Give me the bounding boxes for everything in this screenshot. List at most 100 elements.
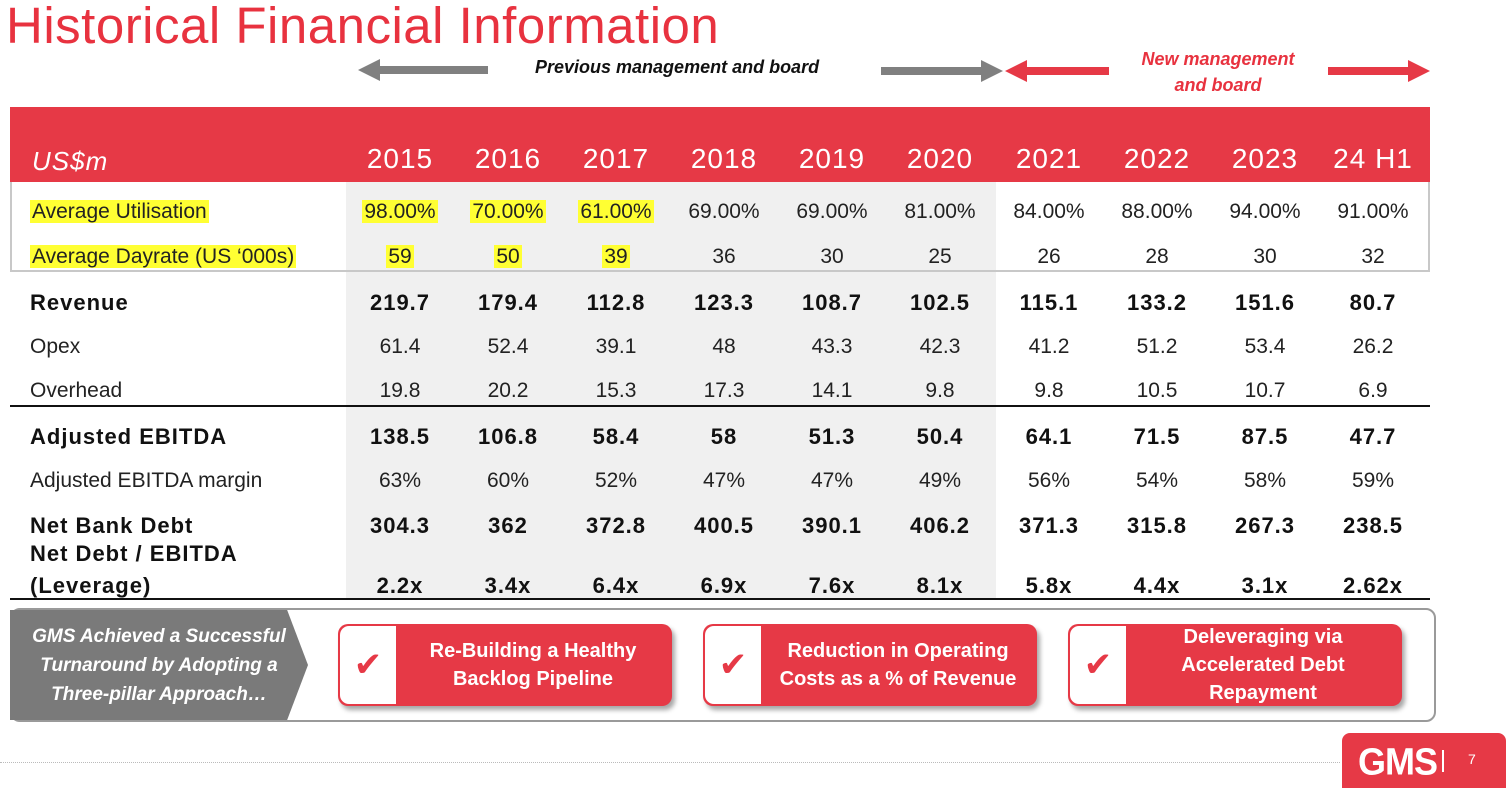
- table-cell-overhead: 15.3: [595, 379, 637, 402]
- pillar-line: Repayment: [1209, 682, 1317, 704]
- table-cell-net-bank-debt: 371.3: [1018, 513, 1080, 538]
- table-cell-ebitda: 58.4: [592, 424, 640, 449]
- gms-logo: GMS: [1358, 739, 1438, 783]
- table-cell-overhead: 10.5: [1136, 379, 1178, 402]
- new-right-arrow: [1328, 60, 1430, 82]
- table-cell-ebitda-margin: 49%: [918, 469, 962, 492]
- year-header-cell: 2019: [798, 143, 866, 174]
- check-icon: ✔: [1083, 646, 1113, 684]
- table-cell-opex: 51.2: [1136, 335, 1178, 358]
- table-cell-net-bank-debt: 400.5: [693, 513, 755, 538]
- table-cell-utilisation: 81.00%: [904, 200, 976, 223]
- table-cell-ebitda-margin: 63%: [378, 469, 422, 492]
- row-label-net-bank-debt: Net Bank Debt: [30, 513, 194, 538]
- new-management-label: New management and board: [1120, 46, 1316, 98]
- table-cell-opex: 48: [712, 335, 736, 358]
- table-divider-bottom: [10, 598, 1430, 600]
- table-cell-net-bank-debt: 315.8: [1126, 513, 1188, 538]
- table-cell-leverage: 2.2x: [376, 573, 424, 598]
- table-cell-revenue: 112.8: [586, 290, 646, 315]
- logo-separator: [1442, 750, 1444, 772]
- table-cell-ebitda-margin: 59%: [1351, 469, 1395, 492]
- year-header-cell: 2021: [1015, 143, 1083, 174]
- new-left-arrow: [1005, 60, 1109, 82]
- row-label-overhead: Overhead: [30, 379, 123, 402]
- approach-intro-line3: Three-pillar Approach…: [51, 683, 267, 705]
- table-cell-opex: 26.2: [1352, 335, 1394, 358]
- table-cell-utilisation: 94.00%: [1229, 200, 1301, 223]
- highlighted-value: 59: [386, 245, 414, 268]
- pillar-check-box: ✔: [340, 626, 396, 704]
- table-cell-ebitda-margin: 54%: [1135, 469, 1179, 492]
- table-cell-overhead: 20.2: [487, 379, 529, 402]
- table-cell-utilisation: 70.00%: [454, 200, 562, 224]
- pillar-text: Deleveraging via Accelerated Debt Repaym…: [1130, 624, 1396, 706]
- table-cell-leverage: 3.4x: [484, 573, 532, 598]
- table-cell-dayrate: 26: [1037, 245, 1061, 268]
- check-icon: ✔: [353, 646, 383, 684]
- table-cell-utilisation: 88.00%: [1121, 200, 1193, 223]
- row-label-leverage-line2: (Leverage): [30, 573, 152, 598]
- table-cell-utilisation: 69.00%: [688, 200, 760, 223]
- table-cell-revenue: 123.3: [693, 290, 755, 315]
- table-cell-overhead: 9.8: [925, 379, 955, 402]
- pillar-line: Backlog Pipeline: [452, 668, 614, 690]
- table-cell-ebitda: 51.3: [808, 424, 856, 449]
- page-number: 7: [1468, 751, 1476, 767]
- row-label-opex: Opex: [30, 335, 81, 358]
- table-cell-overhead: 17.3: [703, 379, 745, 402]
- table-cell-ebitda: 138.5: [369, 424, 431, 449]
- approach-intro-card: GMS Achieved a Successful Turnaround by …: [10, 610, 308, 720]
- new-management-line1: New management: [1141, 49, 1295, 69]
- row-label-leverage-line1: Net Debt / EBITDA: [30, 541, 238, 566]
- table-cell-net-bank-debt: 362: [488, 513, 528, 538]
- table-cell-ebitda-margin: 47%: [702, 469, 746, 492]
- table-cell-leverage: 2.62x: [1342, 573, 1404, 598]
- table-cell-ebitda: 64.1: [1025, 424, 1073, 449]
- gms-logo-badge: GMS 7: [1342, 733, 1506, 788]
- approach-intro-line1: GMS Achieved a Successful: [32, 625, 286, 647]
- row-label-dayrate: Average Dayrate (US ‘000s): [30, 245, 297, 269]
- pillar-line: Deleveraging via: [1183, 626, 1343, 648]
- row-label-ebitda-margin: Adjusted EBITDA margin: [30, 469, 263, 492]
- table-cell-ebitda: 50.4: [916, 424, 964, 449]
- table-cell-revenue: 133.2: [1126, 290, 1188, 315]
- table-cell-opex: 41.2: [1028, 335, 1070, 358]
- row-label-ebitda: Adjusted EBITDA: [30, 424, 228, 449]
- year-header-cell: 2020: [906, 143, 974, 174]
- table-cell-revenue: 219.7: [369, 290, 431, 315]
- pillar-text: Re-Building a Healthy Backlog Pipeline: [400, 624, 666, 706]
- table-cell-opex: 53.4: [1244, 335, 1286, 358]
- approach-intro-text: GMS Achieved a Successful Turnaround by …: [24, 622, 294, 709]
- table-cell-opex: 43.3: [811, 335, 853, 358]
- approach-intro-line2: Turnaround by Adopting a: [40, 654, 278, 676]
- table-cell-dayrate: 59: [346, 245, 454, 269]
- table-cell-revenue: 151.6: [1234, 290, 1296, 315]
- pillar-line: Costs as a % of Revenue: [779, 668, 1017, 690]
- table-divider-top: [10, 405, 1430, 407]
- table-cell-leverage: 8.1x: [916, 573, 964, 598]
- highlighted-value: 39: [602, 245, 630, 268]
- table-cell-revenue: 179.4: [477, 290, 539, 315]
- year-header-cell: 2022: [1123, 143, 1191, 174]
- pillar-backlog: ✔ Re-Building a Healthy Backlog Pipeline: [338, 624, 672, 706]
- table-cell-leverage: 3.1x: [1241, 573, 1289, 598]
- table-cell-overhead: 6.9: [1358, 379, 1388, 402]
- dayrate-label-text: Average Dayrate (US ‘000s): [30, 245, 297, 268]
- table-cell-overhead: 10.7: [1244, 379, 1286, 402]
- pillar-check-box: ✔: [1070, 626, 1126, 704]
- operating-metrics-box: [10, 182, 1430, 272]
- table-cell-dayrate: 30: [1253, 245, 1277, 268]
- table-cell-utilisation: 98.00%: [346, 200, 454, 224]
- table-cell-utilisation: 69.00%: [796, 200, 868, 223]
- table-cell-ebitda-margin: 58%: [1243, 469, 1287, 492]
- table-cell-ebitda-margin: 60%: [486, 469, 530, 492]
- table-cell-net-bank-debt: 372.8: [585, 513, 647, 538]
- highlighted-value: 70.00%: [470, 200, 546, 223]
- year-header-cell: 2015: [366, 143, 434, 174]
- year-header-cell: 2018: [690, 143, 758, 174]
- table-cell-ebitda-margin: 56%: [1027, 469, 1071, 492]
- table-cell-dayrate: 30: [820, 245, 844, 268]
- table-cell-ebitda: 71.5: [1133, 424, 1181, 449]
- previous-left-arrow: [358, 59, 488, 81]
